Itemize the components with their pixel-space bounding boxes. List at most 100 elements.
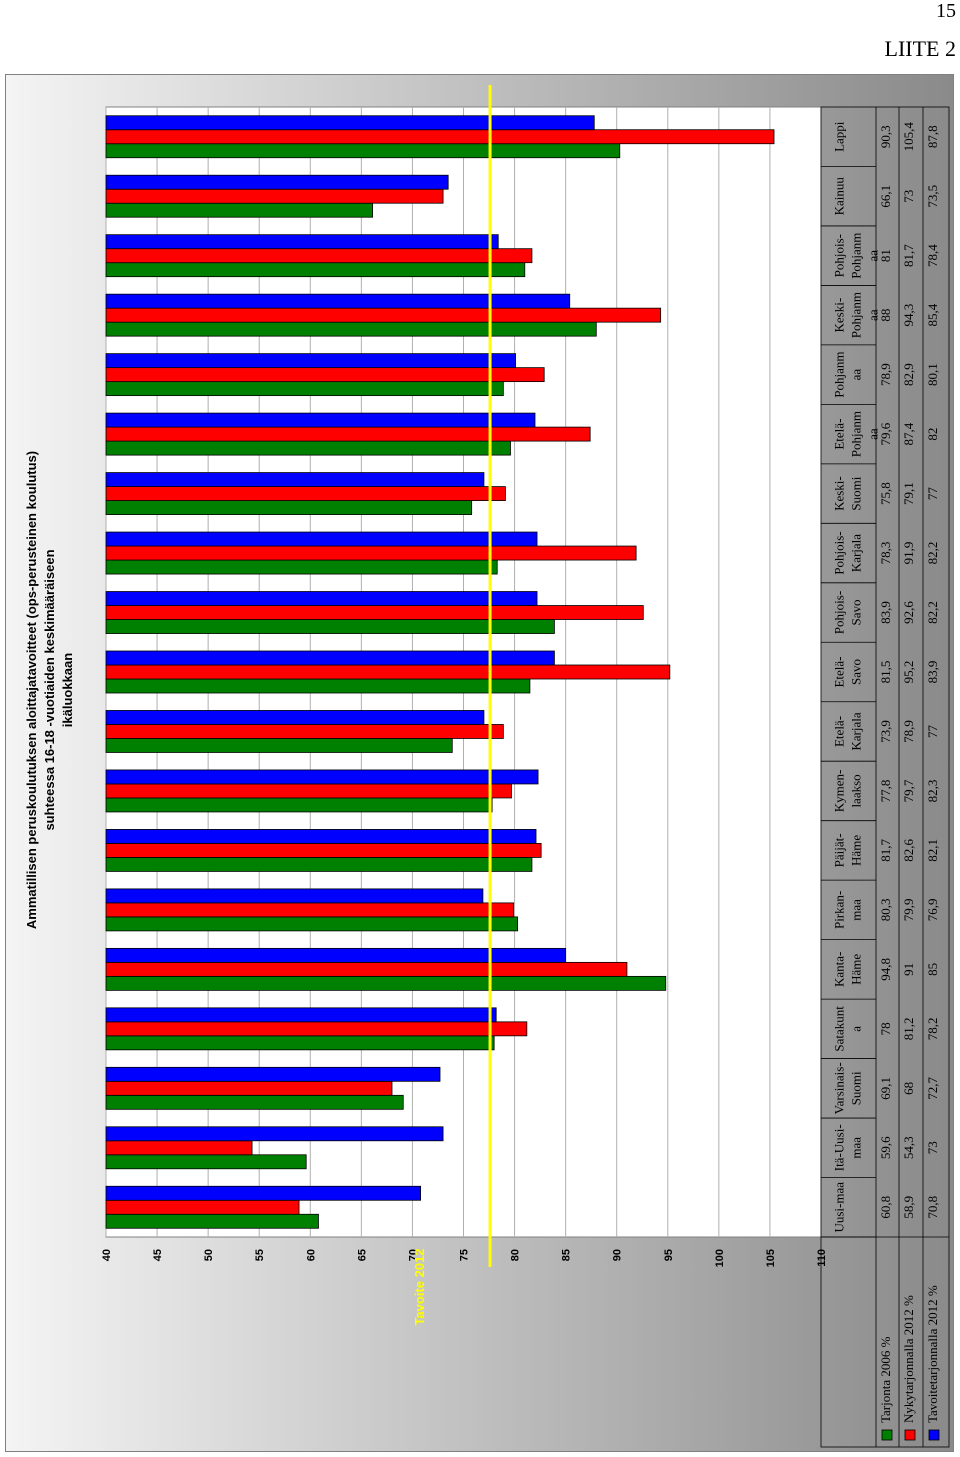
appendix-label: LIITE 2 <box>884 36 956 61</box>
category-label: Lappi <box>832 121 847 152</box>
tick-label: 100 <box>714 1249 726 1267</box>
chart-frame: 40 45 50 55 60 65 70 75 80 85 90 95 100 105 110 Uusi-ma… <box>5 74 954 1452</box>
bar <box>105 143 621 159</box>
bar <box>105 650 555 666</box>
bar <box>105 664 671 680</box>
tick-label: 65 <box>356 1249 368 1261</box>
table-border <box>820 106 950 1448</box>
bar <box>105 605 644 620</box>
bar <box>105 321 597 337</box>
bar <box>105 857 533 872</box>
table-cell: 94,8 <box>878 958 893 981</box>
category-label: aa <box>866 428 881 440</box>
bar <box>105 293 571 309</box>
category-label: Pohjanm <box>849 233 864 279</box>
table-cell: 54,3 <box>901 1136 916 1159</box>
bar <box>105 234 499 250</box>
table-cell: 81,2 <box>901 1017 916 1040</box>
table-cell: 81,5 <box>878 661 893 684</box>
bar <box>105 619 555 634</box>
reference-line-label: Tavoite 2012 <box>412 1248 427 1325</box>
table-cell: 94,3 <box>901 304 916 327</box>
table-cell: 81,7 <box>878 839 893 862</box>
table-cell: 80,3 <box>878 899 893 922</box>
bar <box>105 710 485 725</box>
bar <box>105 174 449 190</box>
bar-chart: 40 45 50 55 60 65 70 75 80 85 90 95 100 105 110 Uusi-ma… <box>24 85 950 1448</box>
category-label: Pirkan- <box>832 891 847 929</box>
bar <box>105 531 538 547</box>
chart-title: Ammatillisen peruskoulutuksen aloittajat… <box>24 451 75 929</box>
table-cell: 69,1 <box>878 1077 893 1100</box>
table-cell: 58,9 <box>901 1196 916 1219</box>
category-label: Kainuu <box>832 177 847 216</box>
table-cell: 91,9 <box>901 542 916 565</box>
bar <box>105 307 662 323</box>
bar <box>105 724 504 739</box>
bar <box>105 738 453 753</box>
table-cell: 76,9 <box>925 899 940 922</box>
category-label: Pohjanm <box>849 411 864 457</box>
tick-label: 75 <box>459 1249 471 1261</box>
category-label: Savo <box>849 659 864 685</box>
table-cell: 59,6 <box>878 1136 893 1159</box>
category-label: maa <box>849 899 864 921</box>
bar <box>105 472 485 487</box>
category-label: Keski- <box>832 298 847 333</box>
table-cell: 75,8 <box>878 482 893 505</box>
table-cell: 82 <box>925 428 940 441</box>
table-cell: 72,7 <box>925 1076 940 1099</box>
category-label: laakso <box>849 774 864 807</box>
category-label: Itä-Uusi- <box>832 1124 847 1171</box>
bar <box>105 797 493 813</box>
table-cell: 70,8 <box>925 1196 940 1219</box>
bar <box>105 1094 404 1110</box>
table-cell: 66,1 <box>878 185 893 208</box>
bar <box>105 1199 300 1215</box>
category-label: Pohjois- <box>832 591 847 634</box>
bar <box>105 769 539 785</box>
table-cell: 73,5 <box>925 185 940 208</box>
bar <box>105 1140 253 1156</box>
category-label: Pohjois- <box>832 234 847 277</box>
bar <box>105 1154 307 1170</box>
bar <box>105 916 519 932</box>
tick-label: 45 <box>152 1249 164 1261</box>
table-cell: 82,3 <box>925 780 940 803</box>
bar <box>105 500 473 515</box>
legend-swatch <box>881 1429 893 1441</box>
bar <box>105 1126 444 1142</box>
category-label: a <box>849 1026 864 1032</box>
bar <box>105 202 373 218</box>
bar <box>105 888 484 904</box>
category-label: Pohjanm <box>832 352 847 398</box>
table-cell: 81 <box>878 249 893 262</box>
table-cell: 73,9 <box>878 720 893 743</box>
bar <box>105 129 775 145</box>
table-cell: 95,2 <box>901 661 916 684</box>
category-label: Etelä- <box>832 419 847 450</box>
table-cell: 87,4 <box>901 422 916 445</box>
category-label: Häme <box>849 954 864 985</box>
table-cell: 82,2 <box>925 601 940 624</box>
bar <box>105 1185 422 1201</box>
tick-label: 60 <box>305 1249 317 1261</box>
bar <box>105 353 516 369</box>
tick-label: 55 <box>254 1249 266 1261</box>
bar <box>105 545 637 561</box>
bar <box>105 412 536 428</box>
table-cell: 73 <box>925 1141 940 1154</box>
chart-title-line: Ammatillisen peruskoulutuksen aloittajat… <box>24 451 39 929</box>
category-label: Suomi <box>849 476 864 510</box>
table-cell: 82,6 <box>901 839 916 862</box>
category-label: Satakunt <box>832 1006 847 1052</box>
tick-label: 85 <box>561 1249 573 1261</box>
table-cell: 60,8 <box>878 1196 893 1219</box>
category-label: Etelä- <box>832 656 847 687</box>
category-label: Savo <box>849 600 864 626</box>
legend-label: Tarjonta 2006 % <box>878 1336 893 1423</box>
bar <box>105 188 444 204</box>
table-cell: 79,1 <box>901 482 916 505</box>
bar <box>105 783 512 799</box>
tick-label: 110 <box>816 1249 828 1267</box>
